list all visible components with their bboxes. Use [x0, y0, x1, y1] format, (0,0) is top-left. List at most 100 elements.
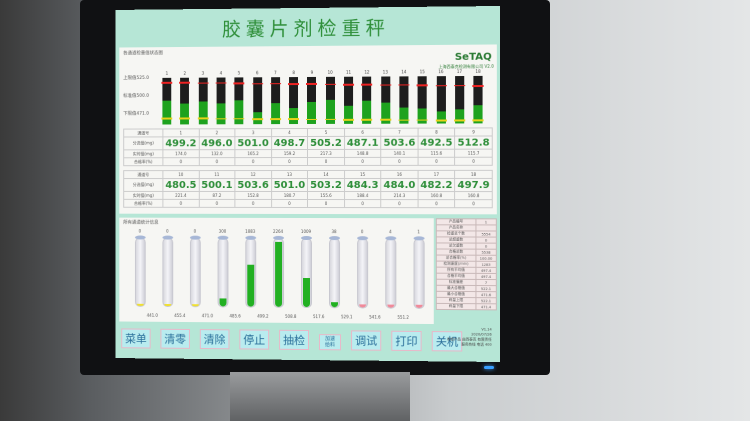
power-led [484, 366, 494, 369]
button-4[interactable]: 抽检 [279, 329, 309, 351]
tube-cap [357, 236, 369, 241]
channel-table-10-18: 通道号 10 11 12 13 14 15 16 17 18 分选值(mg) 480.5 500.1 50… [123, 170, 493, 208]
bar-fill [198, 101, 208, 125]
x-axis-label: 508.8 [285, 313, 297, 319]
footer-line-2: 服务热线 电话 400 [461, 342, 492, 347]
realtime-cell: 132.0 [198, 149, 235, 158]
button-3[interactable]: 停止 [239, 329, 270, 350]
channel-number: 7 [274, 70, 277, 76]
realtime-cell: 214.3 [381, 191, 418, 200]
lower-limit-line [472, 119, 484, 122]
channel-number: 9 [310, 69, 314, 75]
tube-count: 0 [193, 228, 197, 234]
pass-cell: 0 [234, 199, 272, 208]
upper-limit-line [233, 82, 245, 85]
tube-level [164, 303, 172, 307]
tube-count: 300 [218, 228, 227, 234]
upper-limit-line [435, 84, 447, 87]
weights-cell: 512.8 [454, 135, 493, 150]
stats-table: 产品编号 1 产品名称 检重总个数 5554 总超重数 0 总欠重数 0 合格总数 5538 总合格率… [435, 218, 497, 311]
tube-level [359, 304, 367, 308]
realtime-cell: 115.7 [454, 149, 493, 158]
channel-bar [179, 77, 191, 125]
tube [413, 236, 425, 309]
tube-cap [301, 235, 312, 241]
x-axis-label: 471.0 [201, 313, 214, 319]
channel-bar [288, 77, 300, 125]
button-2[interactable]: 清除 [199, 329, 230, 350]
weights-cell: 499.2 [162, 136, 199, 150]
bar-fill [270, 102, 280, 125]
table-row: 分选值(mg) 499.2 496.0 501.0 498.7 505.2 487.1 503… [123, 135, 493, 150]
x-axis-label: 499.2 [257, 313, 269, 319]
pass-cell: 0 [381, 199, 418, 208]
channel-bar [269, 77, 281, 125]
channel-number: 4 [219, 70, 223, 76]
lower-limit-line [269, 118, 281, 120]
row-header: 合格率(%) [123, 199, 163, 208]
tube-level [415, 305, 423, 308]
channel-bar [251, 77, 263, 125]
tube [134, 235, 146, 307]
pass-cell: 0 [271, 157, 308, 166]
channel-bar [197, 77, 209, 125]
weights-cell: 503.2 [307, 178, 345, 192]
button-5[interactable]: 加速 给料 [318, 334, 342, 351]
company-name: 上海西泰克检测有限公司 V2.0 [438, 63, 494, 70]
pass-cell: 0 [454, 199, 493, 208]
button-1[interactable]: 清零 [160, 328, 190, 349]
tube-count: 0 [360, 229, 364, 235]
tube-count: 1883 [245, 228, 256, 234]
realtime-cell: 160.8 [454, 191, 493, 200]
channel-number: 15 [419, 69, 425, 75]
realtime-cell: 148.8 [344, 149, 382, 158]
realtime-cell: 180.7 [271, 191, 308, 200]
row-header: 合格率(%) [123, 157, 163, 166]
page-title: 胶囊片剂检重秤 [222, 17, 390, 41]
numbers-cell: 13 [271, 170, 308, 179]
weights-cell: 503.6 [381, 136, 418, 150]
tube [357, 236, 369, 309]
upper-limit-line [379, 84, 391, 86]
pass-cell: 0 [198, 157, 235, 166]
tube [328, 236, 341, 309]
button-0[interactable]: 菜单 [121, 328, 151, 349]
numbers-cell: 2 [198, 128, 235, 137]
pass-cell: 0 [234, 157, 272, 166]
channel-bar-chart: 1 2 3 4 5 6 7 8 9 10 11 12 13 14 15 16 17 18 [161, 69, 492, 133]
bar-fill [307, 102, 317, 124]
tube-cap [413, 236, 425, 241]
x-axis-label: 529.1 [341, 314, 353, 320]
numbers-cell: 4 [271, 128, 308, 137]
lower-limit-line [435, 119, 447, 122]
button-6[interactable]: 调试 [351, 330, 382, 351]
weights-cell: 487.1 [344, 136, 382, 150]
numbers-cell: 8 [417, 128, 455, 137]
row-header: 通道号 [123, 128, 163, 138]
button-7[interactable]: 打印 [391, 330, 422, 352]
weights-cell: 497.9 [454, 178, 493, 192]
x-axis-label: 517.6 [312, 314, 325, 320]
bar-fill [344, 105, 354, 124]
lower-limit-line [453, 119, 466, 122]
hmi-screen: 胶囊片剂检重秤 各通道检重值状态图 上限值525.0 标准值500.0 下限值4… [115, 6, 500, 362]
upper-limit-label: 上限值525.0 [123, 75, 150, 82]
tube-level [247, 264, 255, 307]
realtime-cell: 160.8 [417, 191, 455, 200]
weights-cell: 498.7 [271, 136, 308, 150]
table-row: 分选值(mg) 480.5 500.1 503.6 501.0 503.2 484.3 484… [123, 178, 493, 192]
channel-number: 11 [345, 69, 352, 75]
upper-limit-line [398, 84, 410, 86]
pass-cell: 0 [417, 157, 455, 166]
statistics-panel: 所有通道统计信息 0 0 0 300 1883 2264 1009 38 0 4 1 441.0 455… [119, 217, 434, 325]
tube [162, 235, 174, 308]
channel-number: 12 [364, 69, 370, 75]
bar-panel-label: 各通道检重值状态图 [123, 51, 163, 57]
numbers-cell: 5 [307, 128, 345, 137]
realtime-cell: 155.6 [307, 191, 345, 200]
pass-cell: 0 [307, 199, 345, 208]
bar-fill [454, 109, 465, 124]
weights-cell: 484.3 [344, 178, 382, 192]
tube-level [219, 298, 227, 307]
channel-bar [343, 76, 355, 124]
